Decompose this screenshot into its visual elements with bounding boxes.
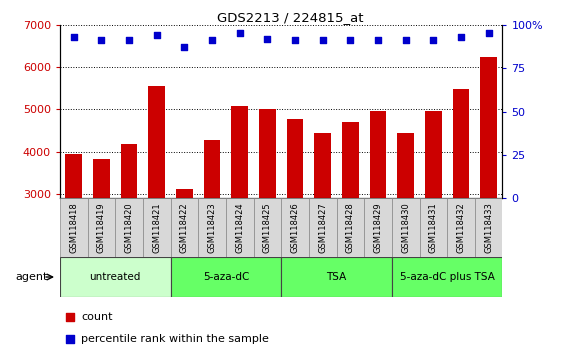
Bar: [309, 198, 336, 257]
Point: [373, 38, 383, 43]
Bar: [171, 257, 282, 297]
Point: [235, 30, 244, 36]
Bar: [121, 144, 138, 321]
Point: [65, 336, 74, 342]
Text: 5-aza-dC plus TSA: 5-aza-dC plus TSA: [400, 272, 494, 282]
Bar: [204, 140, 220, 321]
Bar: [282, 257, 392, 297]
Bar: [254, 198, 281, 257]
Text: GSM118433: GSM118433: [484, 202, 493, 253]
Bar: [87, 198, 115, 257]
Point: [207, 38, 216, 43]
Bar: [453, 88, 469, 321]
Bar: [93, 159, 110, 321]
Point: [429, 38, 438, 43]
Point: [401, 38, 410, 43]
Bar: [475, 198, 502, 257]
Text: GSM118429: GSM118429: [373, 202, 383, 253]
Text: GSM118425: GSM118425: [263, 202, 272, 253]
Bar: [148, 86, 165, 321]
Text: GSM118427: GSM118427: [318, 202, 327, 253]
Point: [152, 32, 162, 38]
Text: GSM118423: GSM118423: [208, 202, 216, 253]
Bar: [447, 198, 475, 257]
Text: GSM118426: GSM118426: [291, 202, 300, 253]
Text: GSM118430: GSM118430: [401, 202, 410, 253]
Point: [263, 36, 272, 41]
Bar: [336, 198, 364, 257]
Bar: [397, 133, 414, 321]
Point: [69, 34, 78, 40]
Bar: [282, 198, 309, 257]
Bar: [60, 198, 87, 257]
Text: GSM118422: GSM118422: [180, 202, 189, 253]
Point: [180, 45, 189, 50]
Text: GSM118418: GSM118418: [69, 202, 78, 253]
Bar: [370, 111, 387, 321]
Bar: [392, 198, 420, 257]
Point: [124, 38, 134, 43]
Bar: [259, 109, 276, 321]
Bar: [420, 198, 447, 257]
Bar: [176, 189, 193, 321]
Bar: [287, 119, 303, 321]
Text: GSM118431: GSM118431: [429, 202, 438, 253]
Bar: [364, 198, 392, 257]
Bar: [198, 198, 226, 257]
Point: [318, 38, 327, 43]
Text: GSM118428: GSM118428: [346, 202, 355, 253]
Text: count: count: [81, 312, 112, 322]
Point: [346, 38, 355, 43]
Text: untreated: untreated: [90, 272, 141, 282]
Text: GSM118432: GSM118432: [456, 202, 465, 253]
Bar: [480, 57, 497, 321]
Text: agent: agent: [15, 272, 47, 282]
Text: GSM118421: GSM118421: [152, 202, 161, 253]
Bar: [315, 133, 331, 321]
Bar: [115, 198, 143, 257]
Text: GSM118424: GSM118424: [235, 202, 244, 253]
Bar: [171, 198, 198, 257]
Text: percentile rank within the sample: percentile rank within the sample: [81, 334, 269, 344]
Point: [97, 38, 106, 43]
Point: [484, 30, 493, 36]
Text: GSM118419: GSM118419: [97, 202, 106, 253]
Bar: [66, 154, 82, 321]
Bar: [342, 122, 359, 321]
Bar: [392, 257, 502, 297]
Text: GSM118420: GSM118420: [124, 202, 134, 253]
Bar: [143, 198, 171, 257]
Bar: [425, 111, 441, 321]
Text: GDS2213 / 224815_at: GDS2213 / 224815_at: [217, 11, 364, 24]
Text: TSA: TSA: [327, 272, 347, 282]
Text: 5-aza-dC: 5-aza-dC: [203, 272, 249, 282]
Point: [291, 38, 300, 43]
Point: [456, 34, 465, 40]
Point: [65, 314, 74, 320]
Bar: [231, 106, 248, 321]
Bar: [226, 198, 254, 257]
Bar: [60, 257, 171, 297]
